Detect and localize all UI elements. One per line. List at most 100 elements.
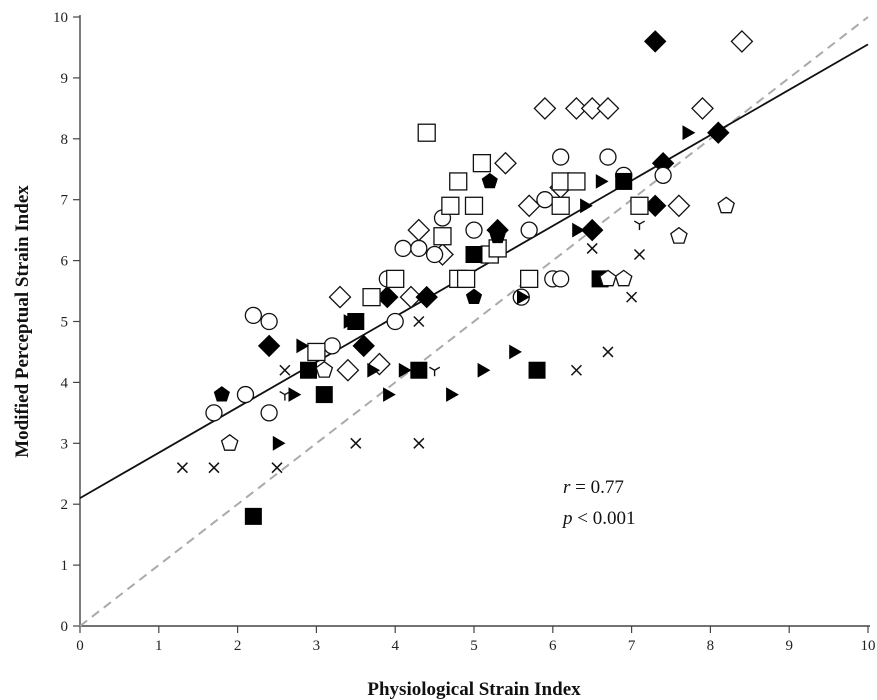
x-point bbox=[279, 364, 291, 376]
x-point bbox=[602, 346, 614, 358]
tri-stroke bbox=[434, 366, 441, 371]
open-square-point bbox=[433, 227, 452, 246]
x-point bbox=[413, 437, 425, 449]
x-axis-title: Physiological Strain Index bbox=[367, 679, 581, 700]
filled-triangle-point bbox=[580, 198, 593, 214]
open-square-point bbox=[386, 269, 405, 289]
stats-annotation: r = 0.77 p < 0.001 bbox=[561, 477, 635, 529]
filled-diamond-point bbox=[415, 285, 438, 309]
x-stroke bbox=[208, 462, 220, 474]
x-point bbox=[626, 291, 638, 303]
open-diamond-point bbox=[533, 96, 557, 120]
open-circle-point bbox=[394, 239, 412, 258]
open-circle-point bbox=[410, 239, 428, 258]
filled-pentagon-point bbox=[465, 288, 483, 304]
open-diamond-point bbox=[667, 194, 691, 218]
x-stroke bbox=[602, 346, 614, 358]
open-diamond-point bbox=[564, 96, 588, 120]
filled-square-point bbox=[465, 246, 483, 264]
open-circle-point bbox=[599, 148, 617, 166]
x-point bbox=[350, 437, 362, 449]
x-point bbox=[633, 248, 646, 261]
p-value-label: p < 0.001 bbox=[561, 508, 635, 529]
tri-down-point bbox=[279, 390, 291, 401]
open-circle-point bbox=[236, 385, 255, 404]
open-circle-point bbox=[654, 166, 672, 184]
open-circle-point bbox=[552, 148, 570, 166]
filled-diamond-point bbox=[580, 218, 604, 242]
x-tick-label: 9 bbox=[785, 638, 793, 654]
open-diamond-point bbox=[580, 96, 604, 120]
open-diamond-point bbox=[494, 151, 517, 175]
x-tick-label: 5 bbox=[470, 638, 478, 654]
open-diamond-point bbox=[399, 285, 423, 309]
x-stroke bbox=[413, 315, 425, 328]
x-point bbox=[413, 315, 425, 328]
open-circle-point bbox=[520, 221, 538, 239]
open-pentagon-point bbox=[220, 433, 239, 451]
open-diamond-point bbox=[407, 218, 431, 242]
x-point bbox=[570, 364, 582, 376]
y-tick-label: 4 bbox=[61, 375, 69, 391]
open-square-point bbox=[307, 342, 326, 362]
open-circle-point bbox=[323, 337, 341, 355]
open-pentagon-point bbox=[599, 269, 617, 287]
open-circle-point bbox=[260, 312, 278, 331]
x-stroke bbox=[176, 462, 188, 474]
open-pentagon-point bbox=[670, 226, 688, 244]
p-symbol: p bbox=[561, 508, 573, 529]
x-stroke bbox=[271, 462, 283, 474]
open-pentagon-point bbox=[717, 196, 735, 214]
tri-stroke bbox=[633, 220, 640, 225]
y-tick-label: 2 bbox=[61, 497, 69, 513]
filled-square-point bbox=[244, 507, 262, 525]
open-square-point bbox=[551, 196, 570, 215]
filled-triangle-point bbox=[383, 387, 396, 402]
tri-stroke bbox=[284, 390, 291, 396]
filled-pentagon-point bbox=[213, 386, 230, 402]
x-point bbox=[271, 462, 283, 474]
open-circle-point bbox=[260, 404, 278, 422]
open-diamond-point bbox=[691, 96, 714, 120]
filled-diamond-point bbox=[707, 121, 730, 144]
r-value: = 0.77 bbox=[570, 477, 623, 498]
open-circle-point bbox=[205, 404, 223, 422]
x-tick-label: 1 bbox=[155, 638, 163, 654]
open-circle-point bbox=[465, 221, 483, 239]
open-circle-point bbox=[552, 270, 570, 288]
open-square-point bbox=[362, 287, 381, 307]
open-square-point bbox=[630, 196, 649, 215]
open-pentagon-point bbox=[315, 360, 334, 378]
y-tick-label: 6 bbox=[61, 254, 69, 270]
filled-triangle-point bbox=[398, 362, 412, 378]
filled-triangle-point bbox=[509, 344, 522, 360]
filled-pentagon-point bbox=[481, 172, 498, 189]
y-tick-label: 8 bbox=[61, 132, 69, 148]
x-tick-label: 7 bbox=[628, 638, 636, 654]
y-tick-label: 5 bbox=[61, 315, 69, 331]
filled-diamond-point bbox=[257, 334, 281, 358]
x-point bbox=[586, 242, 598, 254]
data-points bbox=[176, 29, 754, 525]
filled-diamond-point bbox=[352, 334, 375, 358]
y-tick-label: 0 bbox=[61, 619, 69, 635]
x-tick-label: 0 bbox=[76, 638, 84, 654]
tri-stroke bbox=[639, 220, 646, 225]
filled-triangle-point bbox=[572, 222, 585, 238]
open-circle-point bbox=[386, 312, 404, 331]
y-tick-label: 7 bbox=[61, 193, 69, 209]
x-tick-label: 2 bbox=[234, 638, 242, 654]
open-square-point bbox=[441, 196, 460, 215]
open-diamond-point bbox=[517, 194, 541, 218]
y-axis-title: Modified Perceptual Strain Index bbox=[12, 185, 33, 458]
x-stroke bbox=[413, 437, 425, 449]
filled-triangle-point bbox=[477, 362, 491, 378]
x-tick-label: 4 bbox=[391, 638, 399, 654]
open-diamond-point bbox=[730, 29, 754, 53]
reference-lines bbox=[79, 16, 869, 627]
filled-triangle-point bbox=[296, 338, 310, 354]
x-point bbox=[176, 462, 188, 474]
filled-triangle-point bbox=[595, 174, 609, 189]
identity-line bbox=[79, 16, 869, 627]
axes: 0 1 2 3 4 5 6 7 8 9 10 0 1 2 3 4 5 6 7 8 9 10 bbox=[53, 10, 876, 654]
